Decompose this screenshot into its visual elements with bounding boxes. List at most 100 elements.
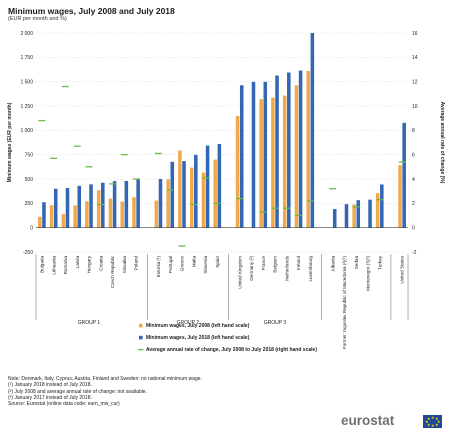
bar-2018 [344,204,349,228]
bar-2018 [380,184,384,228]
y2-tick-label: 16 [412,31,418,37]
y2-tick-label: 14 [412,55,418,61]
bar-2018 [124,180,129,228]
bar-2008 [73,205,77,228]
y2-tick-label: 2 [412,201,415,207]
footnote-line: (²) July 2008 and average annual rate of… [8,388,147,395]
bar-2008 [178,150,182,228]
category-label: Belgium [273,256,278,273]
y-tick-label: -250 [23,250,33,256]
y-tick-label: 1 250 [20,104,33,110]
legend-2018-label: Minimum wages, July 2018 (left hand scal… [146,335,250,341]
category-label: Croatia [98,256,103,271]
bar-2018 [89,184,93,228]
eurostat-logo: eurostat ★ ★ ★ ★ ★ ★ ★ ★ [341,413,443,430]
bar-2008 [306,70,310,228]
minimum-wages-chart: -250 0 250 500 750 1 000 1 250 1 500 1 750 2 000 -… [7,31,445,353]
legend-2008-label: Minimum wages, July 2008 (left hand scal… [146,323,250,329]
y-tick-label: 1 750 [20,55,33,61]
category-label: Turkey [377,255,382,270]
bar-2008 [294,85,299,228]
bar-2008 [85,201,89,228]
bar-2008 [189,167,194,228]
category-label: Romania [63,256,68,275]
category-label: United Kingdom [237,256,242,289]
bar-2008 [132,197,136,228]
y-tick-label: 2 000 [20,31,33,37]
category-label: Malta [191,256,196,268]
legend-2018-swatch [139,335,143,340]
category-label: Greece [180,256,185,272]
bar-2008 [154,200,159,228]
category-label: Luxembourg [308,256,313,282]
bar-2018 [239,85,244,228]
chart-title: Minimum wages, July 2008 and July 2018 [8,6,175,16]
bar-2008 [96,190,101,228]
bar-2008 [120,201,124,228]
legend-2008-swatch [139,323,143,328]
category-label: Hungary [87,255,92,273]
bar-2008 [352,204,356,228]
bar-2018 [263,81,268,228]
bar-2018 [332,209,337,228]
bar-2018 [112,181,117,228]
bar-2018 [65,187,70,228]
bar-2018 [194,154,198,228]
bar-2008 [61,214,66,228]
category-label: Czech Republic [110,255,115,288]
bar-2008 [213,159,217,228]
bar-2018 [356,200,361,228]
category-label: Serbia [354,256,359,270]
bar-2018 [298,70,303,228]
category-label: Lithuania [51,256,56,275]
legend-rate-label: Average annual rate of change, July 2008… [146,347,317,353]
y-tick-label: 500 [25,177,34,183]
bar-2018 [42,202,46,228]
category-label: Bulgaria [39,256,44,273]
bar-2018 [136,178,140,228]
y2-tick-label: 4 [412,177,415,183]
group-label: GROUP 1 [78,320,101,326]
bar-2018 [251,81,256,228]
y2-tick-label: -2 [412,250,417,256]
bar-2018 [205,145,210,228]
category-label: Albania [330,256,335,272]
category-label: Germany (²) [249,256,254,281]
y-tick-label: 1 000 [20,128,33,134]
logo-text: eurostat [341,413,395,428]
y2-axis-title: Average annual rate of change (%) [439,102,445,184]
category-label: Slovenia [203,256,208,274]
category-label: Former Yugoslav Republic of Macedonia (²… [342,256,347,350]
bar-2008 [259,99,263,228]
bar-2018 [182,161,186,228]
bar-2008 [166,179,170,228]
y2-tick-label: 12 [412,79,418,85]
category-label: Spain [215,256,220,268]
category-label: Estonia (¹) [156,256,161,278]
bar-2008 [282,95,287,228]
group-label: GROUP 2 [177,320,200,326]
footnote-line: (³) January 2017 instead of July 2018. [8,394,92,401]
category-label: Ireland [296,256,301,270]
category-label: Netherlands [284,255,289,280]
y2-tick-label: 6 [412,152,415,158]
y-tick-label: 0 [30,225,33,231]
eu-flag-icon: ★ ★ ★ ★ ★ ★ ★ ★ [423,415,442,428]
category-label: Montenegro (²)(³) [366,256,371,291]
category-label: Latvia [75,256,80,269]
category-label: Slovakia [122,256,127,274]
bar-2018 [53,188,58,228]
bar-2018 [287,72,291,228]
bar-2008 [108,198,113,228]
bar-2018 [310,33,315,228]
bar-2008 [398,165,402,228]
bar-2008 [38,216,42,228]
y2-tick-label: 8 [412,128,415,134]
bar-2008 [235,115,240,228]
footnote-line: (¹) January 2018 instead of July 2018. [8,382,92,389]
bar-2018 [275,75,279,228]
bar-2018 [217,144,222,228]
y2-tick-label: 10 [412,104,418,110]
y2-tick-label: 0 [412,225,415,231]
group-label: GROUP 3 [264,320,287,326]
